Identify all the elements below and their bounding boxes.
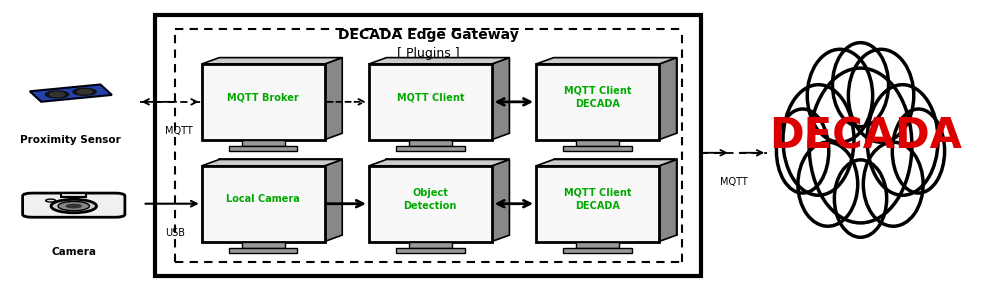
Polygon shape [219,159,342,235]
Text: DECADA: DECADA [769,116,962,158]
Text: USB: USB [165,228,185,238]
Polygon shape [492,58,510,140]
Text: DECADA Edge Gateway: DECADA Edge Gateway [338,28,519,42]
Polygon shape [202,159,342,166]
Polygon shape [535,159,677,166]
FancyBboxPatch shape [535,166,659,242]
FancyBboxPatch shape [61,193,86,197]
FancyBboxPatch shape [241,242,285,248]
FancyBboxPatch shape [369,166,492,242]
Text: MQTT Broker: MQTT Broker [227,93,299,102]
Circle shape [49,92,64,97]
Ellipse shape [777,109,829,193]
FancyBboxPatch shape [409,140,452,146]
Text: MQTT Client
DECADA: MQTT Client DECADA [564,188,631,211]
FancyBboxPatch shape [576,140,618,146]
FancyBboxPatch shape [535,64,659,140]
Ellipse shape [849,49,914,142]
Ellipse shape [807,49,872,142]
Polygon shape [535,58,677,64]
FancyBboxPatch shape [369,64,492,140]
Circle shape [51,199,97,213]
Polygon shape [659,159,677,242]
Ellipse shape [834,160,886,237]
FancyBboxPatch shape [396,248,464,253]
Text: Local Camera: Local Camera [226,194,300,204]
Polygon shape [202,58,342,64]
Polygon shape [386,159,510,235]
Polygon shape [553,159,677,235]
Text: Camera: Camera [51,247,96,257]
Polygon shape [369,159,510,166]
FancyBboxPatch shape [202,166,324,242]
Circle shape [45,91,68,98]
Text: MQTT: MQTT [720,177,748,187]
Polygon shape [492,159,510,242]
Polygon shape [659,58,677,140]
FancyBboxPatch shape [23,193,124,217]
Polygon shape [553,58,677,133]
FancyBboxPatch shape [563,248,632,253]
Text: Object
Detection: Object Detection [403,188,456,211]
Ellipse shape [867,85,938,195]
Polygon shape [324,159,342,242]
FancyBboxPatch shape [202,64,324,140]
FancyBboxPatch shape [228,248,297,253]
Ellipse shape [798,142,858,226]
FancyBboxPatch shape [155,15,701,276]
Ellipse shape [809,68,912,223]
FancyBboxPatch shape [576,242,618,248]
Text: Proximity Sensor: Proximity Sensor [21,135,122,145]
Text: MQTT: MQTT [165,126,193,136]
FancyBboxPatch shape [228,146,297,151]
Polygon shape [386,58,510,133]
Circle shape [73,88,96,95]
Ellipse shape [892,109,945,193]
Polygon shape [324,58,342,140]
FancyBboxPatch shape [396,146,464,151]
Circle shape [77,90,92,94]
Ellipse shape [864,142,923,226]
Text: MQTT Client
DECADA: MQTT Client DECADA [564,86,631,109]
FancyBboxPatch shape [563,146,632,151]
FancyBboxPatch shape [241,140,285,146]
FancyBboxPatch shape [409,242,452,248]
Text: [ Plugins ]: [ Plugins ] [397,47,459,60]
Ellipse shape [782,85,854,195]
Circle shape [45,199,55,202]
Ellipse shape [833,43,888,127]
Polygon shape [30,84,112,102]
Text: MQTT Client: MQTT Client [396,93,464,102]
Polygon shape [369,58,510,64]
Circle shape [58,201,90,211]
Polygon shape [219,58,342,133]
Circle shape [65,204,82,209]
